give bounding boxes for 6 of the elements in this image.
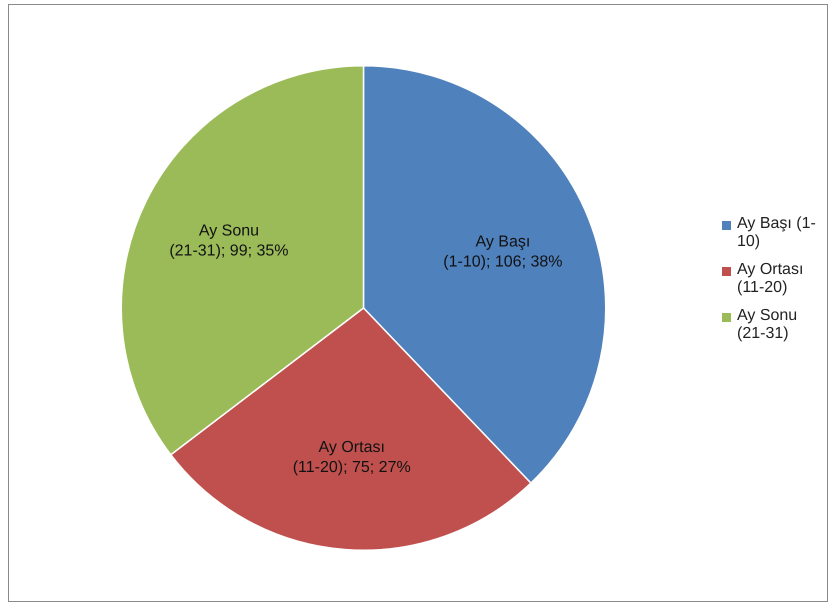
legend-label: Ay Ortası (11-20) <box>737 261 804 297</box>
legend-label: Ay Sonu (21-31) <box>737 307 798 343</box>
data-label: Ay Başı (1-10); 106; 38% <box>443 233 562 270</box>
data-label: Ay Sonu (21-31); 99; 35% <box>169 222 289 260</box>
legend-label: Ay Başı (1-10) <box>737 215 817 251</box>
data-label: Ay Ortası (11-20); 75; 27% <box>292 439 411 476</box>
